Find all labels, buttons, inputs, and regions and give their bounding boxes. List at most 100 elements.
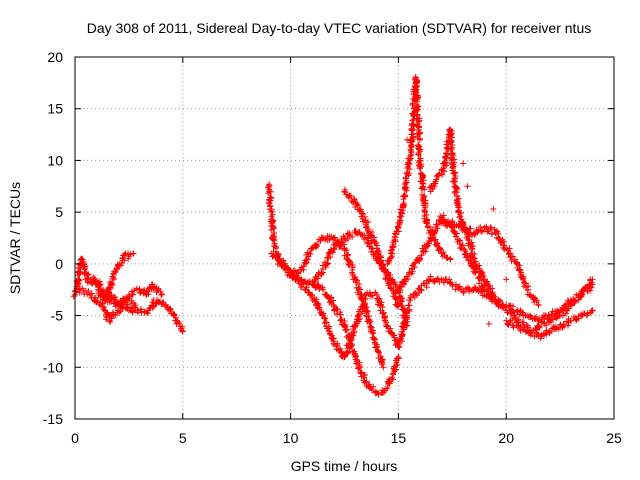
data-point xyxy=(468,287,475,294)
data-point xyxy=(322,264,329,271)
data-point xyxy=(546,330,553,337)
data-point xyxy=(589,307,596,314)
data-point xyxy=(343,342,350,349)
data-point xyxy=(313,296,320,303)
data-point xyxy=(509,307,516,314)
data-point xyxy=(455,195,462,202)
data-point xyxy=(382,385,389,392)
data-point xyxy=(95,284,102,291)
data-point xyxy=(94,297,101,304)
data-point xyxy=(510,309,517,316)
data-point xyxy=(416,135,423,142)
data-point xyxy=(144,288,151,295)
data-point xyxy=(329,249,336,256)
data-point xyxy=(521,324,528,331)
data-point xyxy=(556,309,563,316)
data-point xyxy=(435,172,442,179)
data-point xyxy=(408,127,415,134)
data-point xyxy=(460,288,467,295)
data-point xyxy=(176,320,183,327)
data-point xyxy=(436,279,443,286)
data-point xyxy=(385,258,392,265)
data-point xyxy=(431,278,438,285)
data-point xyxy=(312,244,319,251)
data-point-outlier xyxy=(266,181,273,188)
data-point xyxy=(381,266,388,273)
data-point xyxy=(358,303,365,310)
data-point xyxy=(324,260,331,267)
data-point xyxy=(408,265,415,272)
data-point xyxy=(364,239,371,246)
data-point xyxy=(337,317,344,324)
data-point xyxy=(132,304,139,311)
data-point xyxy=(448,146,455,153)
data-point xyxy=(343,247,350,254)
data-point xyxy=(423,220,430,227)
data-point xyxy=(405,302,412,309)
data-point xyxy=(583,312,590,319)
plot-frame xyxy=(74,56,615,420)
data-point xyxy=(420,180,427,187)
data-point xyxy=(475,274,482,281)
data-point xyxy=(510,324,517,331)
data-point xyxy=(416,164,423,171)
x-axis-label: GPS time / hours xyxy=(291,458,398,474)
data-point xyxy=(340,233,347,240)
data-point-outlier xyxy=(464,183,471,190)
data-point xyxy=(418,252,425,259)
data-point xyxy=(357,369,364,376)
data-point xyxy=(355,291,362,298)
data-point xyxy=(434,225,441,232)
data-point xyxy=(300,263,307,270)
data-point xyxy=(571,298,578,305)
y-tick-labels: -15 -10 -5 0 5 10 15 20 xyxy=(43,49,63,427)
data-point xyxy=(359,210,366,217)
data-point xyxy=(107,318,114,325)
data-point xyxy=(70,293,77,300)
data-point xyxy=(320,310,327,317)
data-point xyxy=(457,213,464,220)
data-point xyxy=(587,287,594,294)
data-point-outlier xyxy=(490,206,497,213)
data-point xyxy=(312,298,319,305)
y-tick-label: 15 xyxy=(47,101,63,117)
data-point xyxy=(519,276,526,283)
data-point xyxy=(76,276,83,283)
data-point xyxy=(485,228,492,235)
data-point xyxy=(357,286,364,293)
data-point xyxy=(507,317,514,324)
data-point xyxy=(129,291,136,298)
data-point xyxy=(347,193,354,200)
data-point xyxy=(394,223,401,230)
data-point xyxy=(369,329,376,336)
data-point xyxy=(386,378,393,385)
data-point xyxy=(443,162,450,169)
data-point xyxy=(392,366,399,373)
data-point xyxy=(349,234,356,241)
data-point xyxy=(100,289,107,296)
data-point xyxy=(467,225,474,232)
data-point xyxy=(490,295,497,302)
data-point xyxy=(125,255,132,262)
data-point xyxy=(392,295,399,302)
data-point xyxy=(442,222,449,229)
data-point xyxy=(428,238,435,245)
data-point xyxy=(352,354,359,361)
data-point xyxy=(303,284,310,291)
data-point xyxy=(337,311,344,318)
data-point xyxy=(437,213,444,220)
y-axis-label: SDTVAR / TECUs xyxy=(7,182,23,294)
data-point xyxy=(130,250,137,257)
data-point xyxy=(449,217,456,224)
data-point xyxy=(101,303,108,310)
data-point xyxy=(351,196,358,203)
data-point xyxy=(280,257,287,264)
data-point xyxy=(377,307,384,314)
data-point xyxy=(449,283,456,290)
data-point xyxy=(362,217,369,224)
data-point xyxy=(566,300,573,307)
data-point xyxy=(141,287,148,294)
data-point xyxy=(397,298,404,305)
data-point xyxy=(533,299,540,306)
